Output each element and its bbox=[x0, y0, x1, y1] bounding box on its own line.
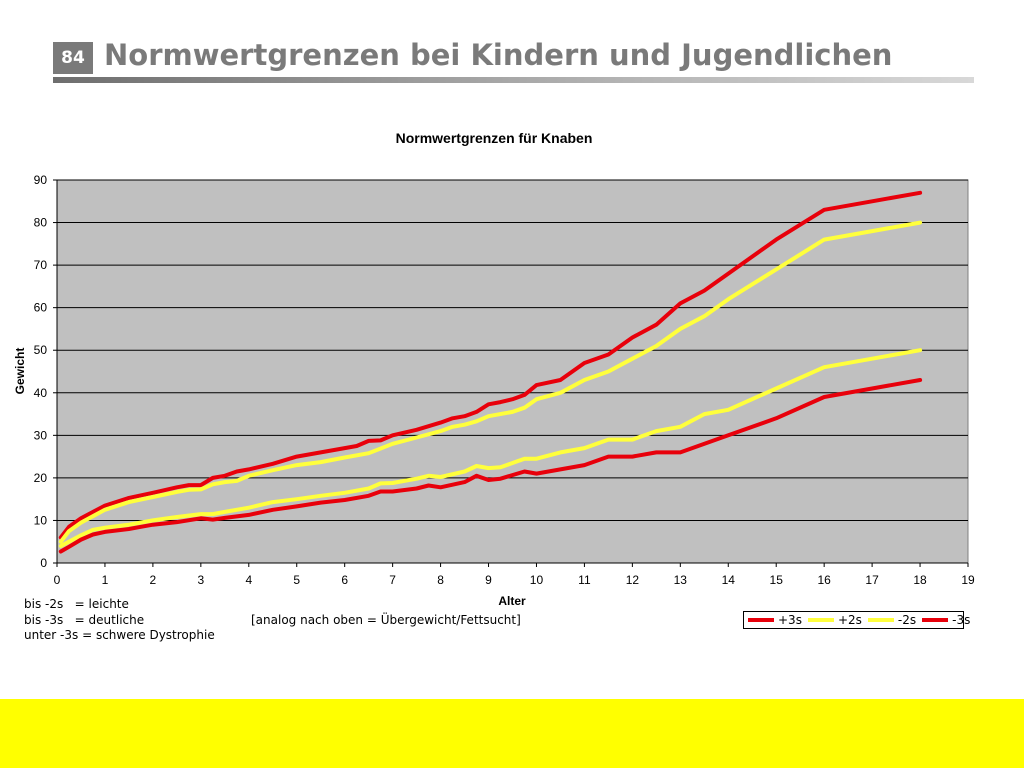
slide-title: Normwertgrenzen bei Kindern und Jugendli… bbox=[104, 38, 893, 72]
legend-label-plus3s: +3s bbox=[778, 613, 802, 627]
x-tick-label: 6 bbox=[341, 573, 348, 587]
x-tick-label: 19 bbox=[961, 573, 975, 587]
legend-item-plus2s: +2s bbox=[807, 613, 862, 627]
y-tick-label: 30 bbox=[34, 428, 48, 442]
legend-swatch-plus2s bbox=[807, 618, 834, 622]
series-line-minus2s bbox=[58, 348, 923, 548]
legend-swatch-plus3s bbox=[748, 618, 774, 622]
x-axis-label: Alter bbox=[498, 594, 526, 608]
chart-legend: +3s +2s -2s -3s bbox=[743, 611, 970, 629]
y-tick-label: 0 bbox=[40, 556, 47, 570]
x-tick-label: 7 bbox=[389, 573, 396, 587]
y-axis-label: Gewicht bbox=[13, 348, 27, 395]
legend-item-plus3s: +3s bbox=[748, 613, 802, 627]
slide-number: 84 bbox=[53, 42, 93, 74]
x-tick-label: 15 bbox=[770, 573, 784, 587]
x-tick-label: 0 bbox=[54, 573, 61, 587]
line-chart: Normwertgrenzen für Knaben 0102030405060… bbox=[13, 130, 975, 608]
y-tick-label: 50 bbox=[34, 343, 48, 357]
series-line-plus2s bbox=[58, 220, 923, 544]
x-tick-label: 14 bbox=[722, 573, 736, 587]
y-tick-label: 60 bbox=[34, 301, 48, 315]
note-moderate: bis -3s = deutliche bbox=[24, 613, 145, 627]
x-tick-label: 4 bbox=[245, 573, 252, 587]
y-tick-label: 70 bbox=[34, 258, 48, 272]
legend-label-plus2s: +2s bbox=[837, 613, 862, 627]
x-tick-label: 8 bbox=[437, 573, 444, 587]
y-tick-label: 40 bbox=[34, 386, 48, 400]
note-analog: [analog nach oben = Übergewicht/Fettsuch… bbox=[251, 613, 521, 627]
footer-band bbox=[0, 699, 1024, 768]
x-tick-label: 5 bbox=[293, 573, 300, 587]
x-tick-label: 18 bbox=[913, 573, 927, 587]
x-tick-label: 16 bbox=[817, 573, 831, 587]
chart-title: Normwertgrenzen für Knaben bbox=[396, 130, 593, 146]
x-tick-label: 12 bbox=[626, 573, 640, 587]
x-tick-label: 10 bbox=[530, 573, 544, 587]
note-severe: unter -3s = schwere Dystrophie bbox=[24, 628, 215, 642]
x-tick-label: 11 bbox=[578, 573, 591, 587]
y-tick-label: 80 bbox=[34, 216, 48, 230]
x-tick-label: 3 bbox=[197, 573, 204, 587]
legend-swatch-minus3s bbox=[922, 618, 949, 622]
note-mild: bis -2s = leichte bbox=[24, 597, 129, 611]
legend-swatch-minus2s bbox=[867, 618, 894, 622]
x-tick-label: 9 bbox=[485, 573, 492, 587]
x-tick-label: 17 bbox=[865, 573, 879, 587]
legend-label-minus3s: -3s bbox=[952, 613, 971, 627]
legend-label-minus2s: -2s bbox=[897, 613, 917, 627]
y-tick-label: 10 bbox=[34, 513, 48, 527]
y-tick-label: 90 bbox=[34, 173, 48, 187]
series-line-minus3s bbox=[58, 378, 923, 554]
x-tick-label: 2 bbox=[150, 573, 157, 587]
x-tick-label: 13 bbox=[674, 573, 688, 587]
legend-item-minus3s: -3s bbox=[922, 613, 970, 627]
series-lines bbox=[58, 190, 923, 554]
legend-item-minus2s: -2s bbox=[867, 613, 917, 627]
y-tick-label: 20 bbox=[34, 471, 48, 485]
series-line-plus3s bbox=[58, 190, 923, 540]
x-tick-label: 1 bbox=[102, 573, 109, 587]
title-underline bbox=[53, 77, 974, 83]
